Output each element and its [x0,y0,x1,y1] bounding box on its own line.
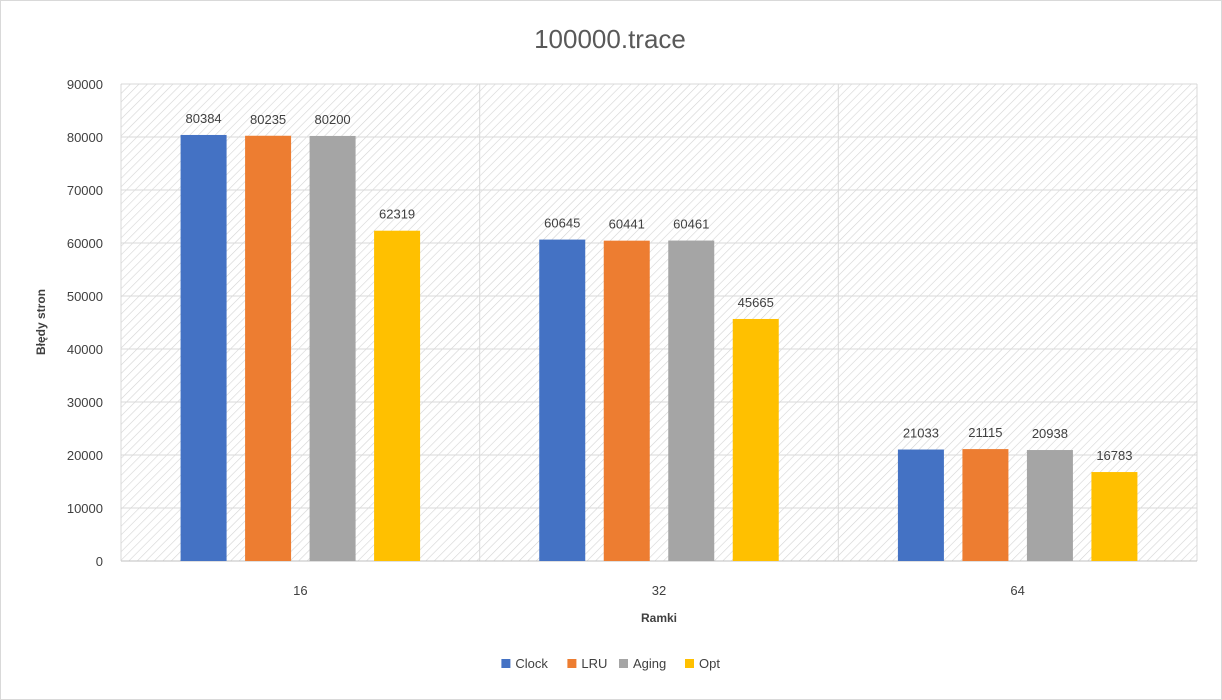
bars [180,134,1138,562]
x-tick-label: 16 [293,583,307,598]
x-tick-label: 32 [652,583,666,598]
x-axis-ticks: 16 32 64 [293,583,1025,598]
legend-swatch [619,659,628,668]
y-tick-label: 50000 [67,289,103,304]
y-tick-label: 60000 [67,236,103,251]
y-tick-label: 70000 [67,183,103,198]
legend-label: Clock [515,656,548,671]
y-tick-label: 20000 [67,448,103,463]
y-tick-label: 10000 [67,501,103,516]
data-label: 16783 [1096,448,1132,463]
data-label: 20938 [1032,426,1068,441]
data-label: 21033 [903,426,939,441]
x-axis-label: Ramki [641,611,677,625]
bar-opt-64 [1091,472,1138,561]
bar-aging-32 [668,240,715,561]
bar-lru-64 [962,449,1009,561]
bar-opt-32 [732,318,779,561]
legend-item-opt: Opt [685,656,720,671]
category-dividers [120,84,1198,562]
data-label: 60461 [673,217,709,232]
legend-swatch [501,659,511,668]
bar-lru-16 [245,135,292,561]
x-tick-label: 64 [1010,583,1024,598]
y-axis-ticks: 0 10000 20000 30000 40000 50000 60000 70000 8000… [67,77,103,569]
y-axis-label: Błędy stron [34,289,48,355]
bar-clock-32 [539,239,586,562]
data-label: 80200 [315,112,351,127]
data-label: 60441 [609,217,645,232]
data-label: 21115 [968,425,1002,440]
data-label: 80235 [250,112,286,127]
bar-aging-64 [1026,450,1073,561]
bar-opt-16 [374,230,421,562]
y-tick-label: 40000 [67,342,103,357]
bar-aging-16 [309,135,356,561]
data-label: 62319 [379,207,415,222]
plot-area [121,84,1197,561]
legend-label: Opt [699,656,720,671]
y-tick-label: 90000 [67,77,103,92]
data-label: 80384 [186,111,222,126]
legend-label: Aging [633,656,666,671]
bar-lru-32 [603,240,650,561]
data-labels: 80384 80235 80200 62319 60645 60441 60461 45665… [186,111,1133,463]
legend-item-clock: Clock [501,656,548,671]
gridlines [121,83,1197,562]
legend-swatch [567,659,577,668]
y-tick-label: 0 [96,554,103,569]
bar-clock-16 [180,134,227,562]
legend: Clock LRU Aging Opt [501,656,720,671]
chart-title: 100000.trace [534,24,686,54]
y-tick-label: 30000 [67,395,103,410]
data-label: 45665 [738,295,774,310]
legend-swatch [685,659,694,668]
legend-item-aging: Aging [619,656,666,671]
bar-clock-64 [897,449,944,561]
legend-label: LRU [581,656,607,671]
legend-item-lru: LRU [567,656,607,671]
y-tick-label: 80000 [67,130,103,145]
data-label: 60645 [544,216,580,231]
